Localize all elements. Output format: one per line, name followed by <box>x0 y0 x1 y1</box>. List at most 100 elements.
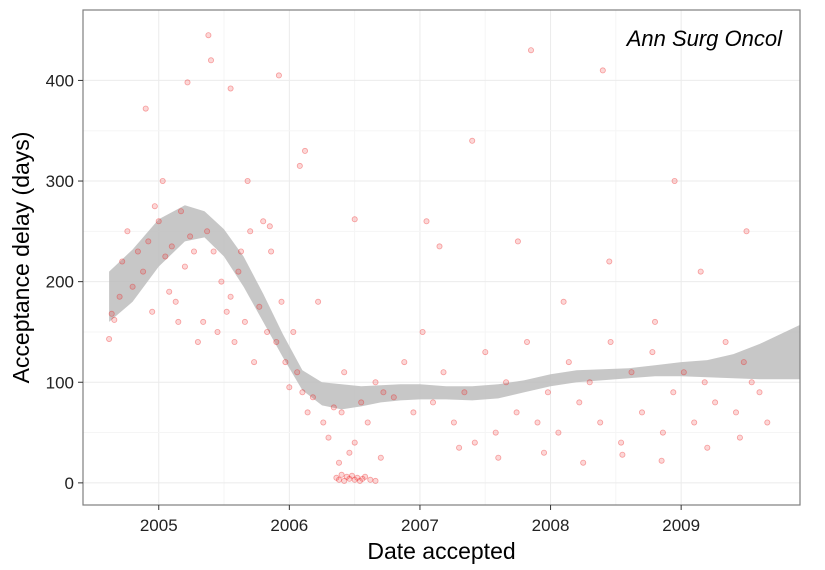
data-point <box>200 318 207 325</box>
data-point <box>534 419 541 426</box>
y-tick-label: 0 <box>65 474 74 493</box>
data-point <box>166 288 173 295</box>
data-point <box>162 253 169 260</box>
data-point <box>514 238 521 245</box>
data-point <box>241 318 248 325</box>
data-point <box>145 238 152 245</box>
data-point <box>362 473 369 480</box>
data-point <box>338 471 345 478</box>
data-point <box>580 459 587 466</box>
data-point <box>320 419 327 426</box>
data-point <box>423 218 430 225</box>
data-point <box>106 335 113 342</box>
data-point <box>187 233 194 240</box>
data-point <box>341 369 348 376</box>
data-point <box>524 338 531 345</box>
data-point <box>712 399 719 406</box>
x-tick-label: 2007 <box>401 516 439 535</box>
data-point <box>335 459 342 466</box>
data-point <box>205 32 212 39</box>
data-point <box>358 399 365 406</box>
data-point <box>341 477 348 484</box>
data-point <box>294 369 301 376</box>
data-point <box>184 79 191 86</box>
data-point <box>346 475 353 482</box>
data-point <box>599 67 606 74</box>
data-point <box>450 419 457 426</box>
data-point <box>296 162 303 169</box>
data-point <box>108 310 115 317</box>
data-point <box>649 349 656 356</box>
x-tick-label: 2005 <box>140 516 178 535</box>
data-point <box>469 137 476 144</box>
data-point <box>670 389 677 396</box>
data-point <box>140 268 147 275</box>
x-tick-label: 2008 <box>532 516 570 535</box>
data-point <box>304 409 311 416</box>
data-point <box>528 47 535 54</box>
data-point <box>351 216 358 223</box>
data-point <box>231 338 238 345</box>
data-point <box>149 308 156 315</box>
data-point <box>733 409 740 416</box>
y-tick-label: 400 <box>46 71 74 90</box>
data-point <box>348 472 355 479</box>
data-point <box>586 379 593 386</box>
data-point <box>214 328 221 335</box>
data-point <box>618 439 625 446</box>
data-point <box>359 475 366 482</box>
data-point <box>691 419 698 426</box>
data-point <box>429 399 436 406</box>
data-point <box>282 359 289 366</box>
data-point <box>419 328 426 335</box>
data-point <box>356 477 363 484</box>
data-point <box>372 477 379 484</box>
data-point <box>134 248 141 255</box>
data-point <box>743 228 750 235</box>
data-point <box>482 349 489 356</box>
y-tick-label: 300 <box>46 172 74 191</box>
data-point <box>503 379 510 386</box>
data-point <box>264 328 271 335</box>
data-point <box>129 283 136 290</box>
data-point <box>471 439 478 446</box>
data-point <box>346 449 353 456</box>
data-point <box>658 457 665 464</box>
journal-annotation: Ann Surg Oncol <box>625 26 783 51</box>
data-point <box>351 439 358 446</box>
y-tick-label: 100 <box>46 373 74 392</box>
data-point <box>207 57 214 64</box>
data-point <box>756 389 763 396</box>
data-point <box>190 248 197 255</box>
data-point <box>456 444 463 451</box>
data-point <box>194 338 201 345</box>
data-point <box>597 419 604 426</box>
data-point <box>367 476 374 483</box>
data-point <box>159 177 166 184</box>
data-point <box>461 389 468 396</box>
data-point <box>235 268 242 275</box>
data-point <box>555 429 562 436</box>
data-point <box>151 203 158 210</box>
data-point <box>704 444 711 451</box>
data-point <box>364 419 371 426</box>
data-point <box>286 384 293 391</box>
data-point <box>268 248 275 255</box>
data-point <box>701 379 708 386</box>
data-point <box>175 318 182 325</box>
data-point <box>210 248 217 255</box>
x-tick-label: 2009 <box>662 516 700 535</box>
data-point <box>172 298 179 305</box>
data-point <box>606 258 613 265</box>
data-point <box>333 474 340 481</box>
data-point <box>748 379 755 386</box>
data-point <box>256 303 263 310</box>
data-point <box>764 419 771 426</box>
data-point <box>338 409 345 416</box>
y-tick-label: 200 <box>46 273 74 292</box>
y-axis-title: Acceptance delay (days) <box>8 132 34 384</box>
data-point <box>544 389 551 396</box>
x-axis-title: Date accepted <box>367 538 515 564</box>
data-point <box>492 429 499 436</box>
